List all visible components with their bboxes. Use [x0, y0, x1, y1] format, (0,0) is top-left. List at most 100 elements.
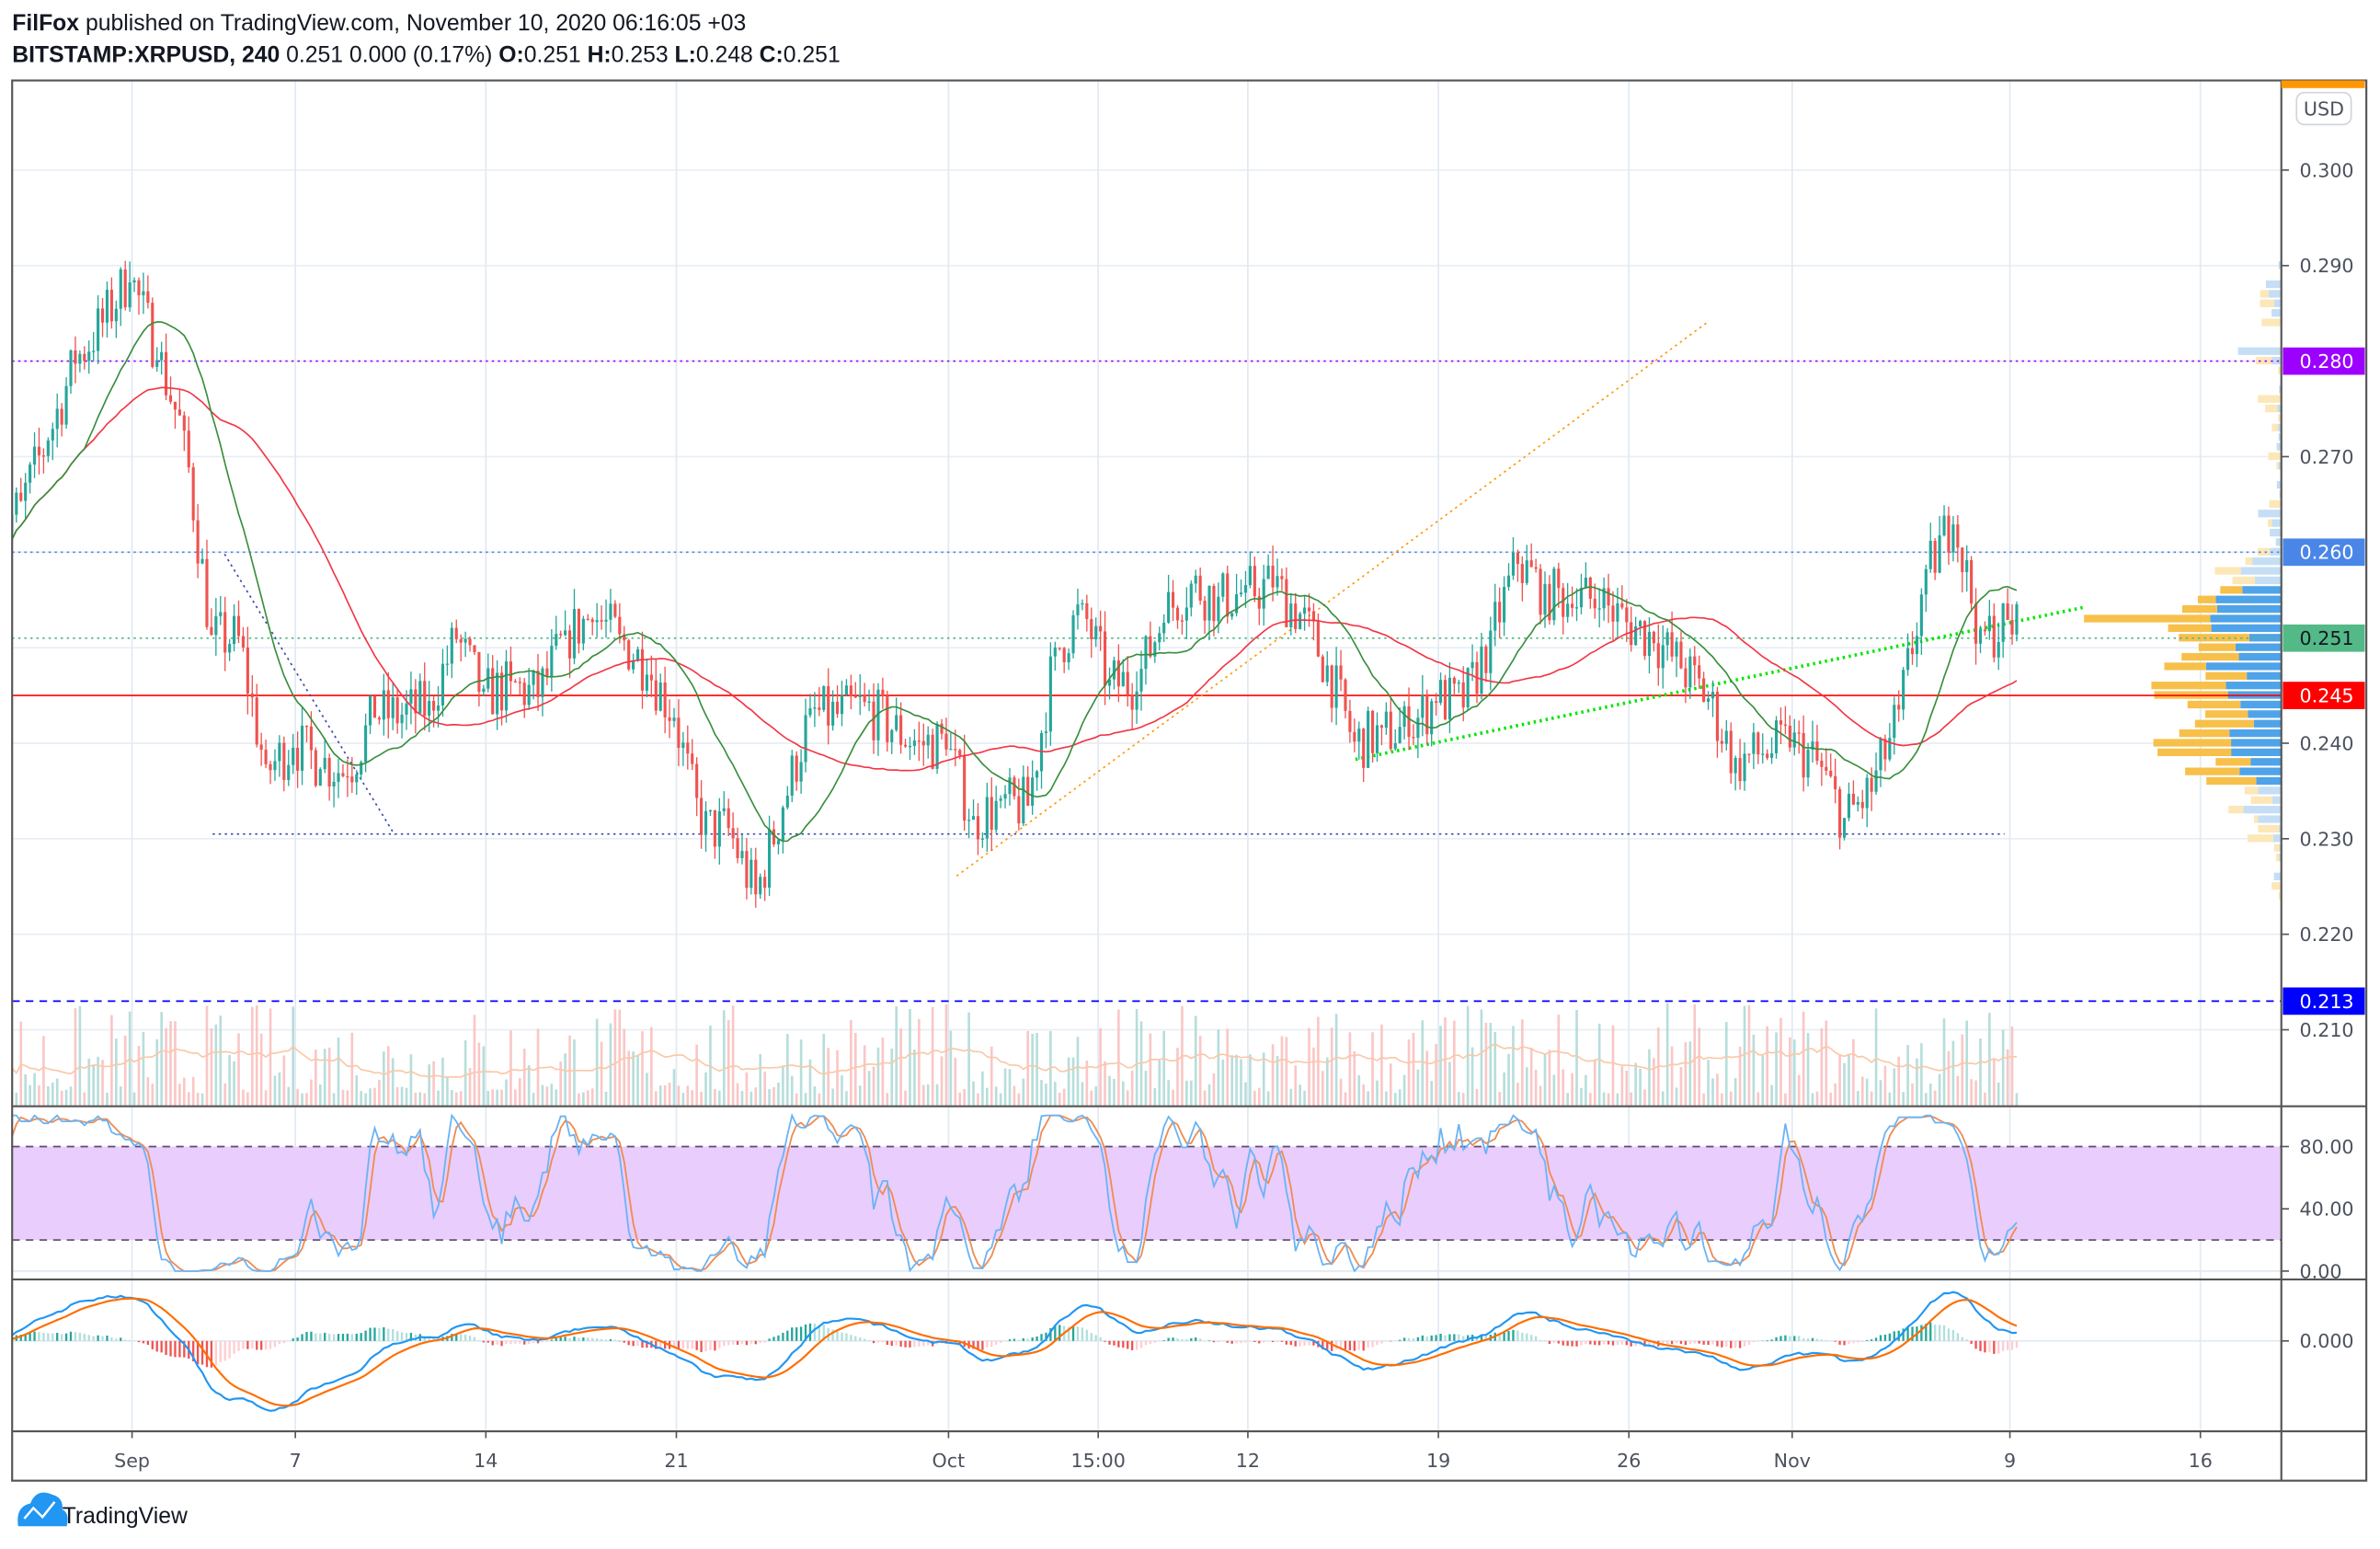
candle-body [1897, 705, 1901, 710]
candle-body [236, 615, 241, 637]
volume-bar [646, 1073, 648, 1106]
macd-histogram-bar [573, 1337, 576, 1341]
candle-body [1956, 524, 1960, 548]
candle-body [1357, 729, 1361, 742]
macd-histogram-bar [2006, 1340, 2009, 1350]
volume-bar [731, 1005, 735, 1106]
candle-body [863, 694, 866, 703]
volume-bar [636, 1056, 639, 1106]
macd-histogram-bar [155, 1340, 158, 1352]
candle-body [64, 385, 68, 425]
candle-body [890, 729, 894, 742]
candle-body [1639, 621, 1642, 627]
volume-bar [55, 1078, 59, 1106]
volume-bar [318, 1084, 322, 1106]
volume-bar [468, 1068, 472, 1106]
volume-bar [1848, 1054, 1850, 1106]
volume-bar [1334, 1014, 1338, 1106]
candle-body [1116, 660, 1120, 687]
candle-body [1774, 720, 1779, 753]
volume-bar [1026, 1030, 1030, 1106]
candle-body [1053, 647, 1057, 657]
macd-histogram-bar [972, 1340, 975, 1349]
macd-histogram-bar [904, 1340, 907, 1348]
volume-bar [1729, 1091, 1733, 1106]
macd-histogram-bar [1662, 1340, 1665, 1346]
volume-profile-up-bar [2256, 776, 2282, 786]
volume-bar [1126, 1090, 1129, 1106]
candle-body [536, 671, 540, 697]
volume-bar [586, 1090, 589, 1106]
volume-profile-down-bar [2198, 643, 2236, 651]
volume-bar [1979, 1038, 1982, 1106]
macd-histogram-bar [1195, 1337, 1197, 1341]
macd-histogram-bar [1956, 1333, 1959, 1341]
macd-histogram-bar [1634, 1340, 1637, 1347]
volume-bar [1825, 1020, 1828, 1106]
candle-body [1974, 603, 1978, 644]
time-tick-label: Sep [114, 1450, 150, 1472]
macd-histogram-bar [1984, 1340, 1986, 1353]
macd-histogram-bar [1289, 1340, 1292, 1346]
volume-bar [214, 1024, 218, 1106]
volume-bar [473, 1015, 476, 1106]
volume-bar [233, 1061, 235, 1106]
volume-bar [1548, 1050, 1551, 1106]
candle-body [1879, 739, 1882, 771]
macd-histogram-bar [876, 1340, 880, 1343]
candle-body [1779, 720, 1783, 725]
candle-body [223, 612, 227, 653]
macd-histogram-bar [432, 1337, 435, 1341]
volume-bar [1698, 1027, 1701, 1106]
volume-bar [2015, 1093, 2019, 1106]
volume-profile-down-bar [2194, 719, 2254, 728]
candle-body [1688, 656, 1692, 688]
volume-bar [273, 1075, 277, 1106]
volume-profile-up-bar [2231, 748, 2282, 757]
candle-body [799, 762, 803, 782]
volume-bar [1789, 1037, 1791, 1106]
candle-body [60, 408, 63, 425]
candle-body [1180, 620, 1184, 622]
price-axis[interactable]: 0.300 0.290 0.270 0.230 0.220 0.210 0.240 0.280… [2281, 159, 2365, 1041]
volume-bar [986, 1087, 989, 1106]
volume-bar [1838, 1054, 1841, 1106]
candle-body [1421, 694, 1425, 718]
volume-profile-up-bar [2269, 290, 2282, 298]
macd-histogram-bar [2010, 1340, 2014, 1350]
volume-bar [850, 1019, 852, 1106]
candle-body [264, 750, 268, 764]
candle-body [994, 800, 998, 831]
volume-profile-down-bar [2214, 567, 2241, 575]
candle-body [214, 615, 218, 636]
stoch-tick-label: 40.00 [2300, 1199, 2354, 1221]
trend-line [1355, 605, 2083, 762]
macd-histogram-bar [813, 1323, 817, 1341]
price-tick-label: 0.210 [2300, 1019, 2354, 1041]
macd-histogram-bar [97, 1335, 99, 1341]
volume-bar [677, 1085, 681, 1106]
macd-histogram-bar [1730, 1340, 1733, 1348]
candle-body [1539, 568, 1542, 615]
candle-body [1756, 732, 1760, 755]
volume-bar [83, 1092, 86, 1106]
candle-body [1036, 771, 1039, 778]
volume-profile-down-bar [2205, 710, 2248, 718]
volume-bar [785, 1034, 789, 1106]
volume-bar [454, 1092, 458, 1106]
macd-histogram-bar [1852, 1340, 1855, 1344]
volume-bar [1185, 1080, 1188, 1106]
time-axis[interactable]: Sep 7 14 21 Oct 15:00 12 19 26 Nov 9 16 [114, 1430, 2213, 1472]
candle-body [1416, 717, 1420, 739]
currency-button[interactable]: USD [2295, 91, 2352, 126]
macd-histogram-bar [1235, 1340, 1238, 1344]
volume-bar [1230, 1055, 1233, 1106]
candle-body [1039, 732, 1044, 772]
volume-profile-down-bar [2258, 395, 2282, 403]
time-tick-label: 12 [1236, 1450, 1260, 1472]
volume-bar [1058, 1092, 1061, 1106]
macd-histogram-bar [486, 1340, 489, 1343]
macd-histogram-bar [1176, 1338, 1179, 1341]
volume-bar [500, 1089, 503, 1106]
tradingview-logo[interactable]: TradingView [17, 1492, 188, 1529]
